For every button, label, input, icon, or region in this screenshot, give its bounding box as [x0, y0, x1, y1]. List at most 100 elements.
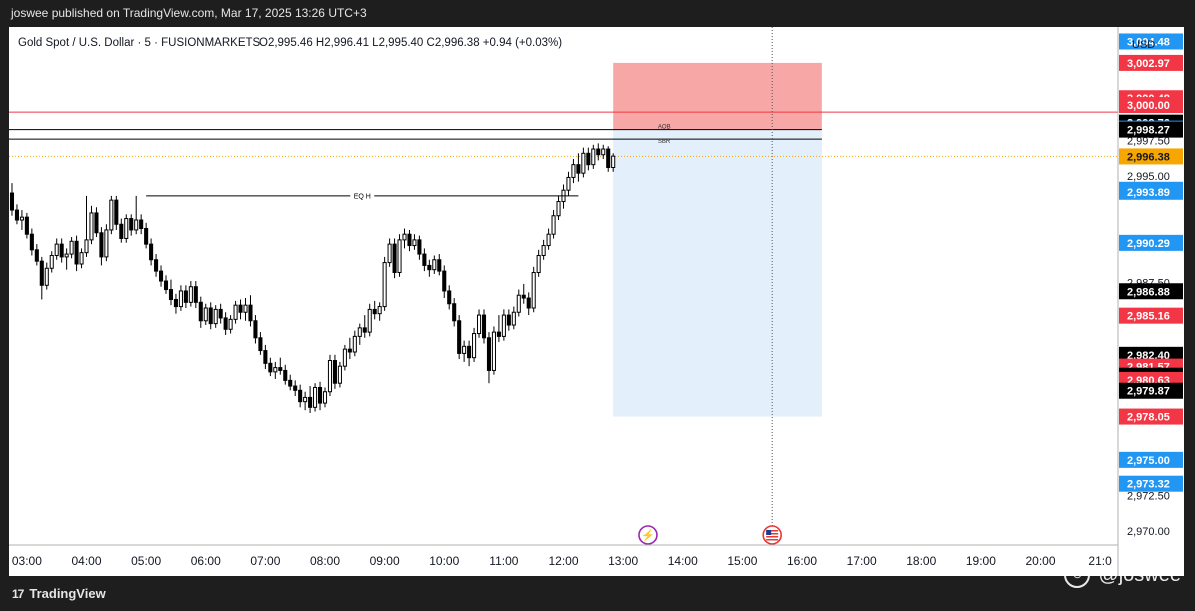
- candle-body[interactable]: [49, 254, 54, 269]
- candle-body[interactable]: [14, 209, 19, 221]
- candle-body[interactable]: [526, 297, 531, 309]
- price-label-tag[interactable]: [1119, 33, 1183, 50]
- candle-body[interactable]: [407, 233, 412, 247]
- candle-body[interactable]: [313, 386, 318, 408]
- take-profit-zone[interactable]: [613, 129, 822, 417]
- price-label-tag[interactable]: [1119, 54, 1183, 71]
- stop-loss-zone[interactable]: [613, 62, 822, 130]
- candle-body[interactable]: [432, 259, 437, 271]
- candle-body[interactable]: [387, 243, 392, 264]
- price-label-tag[interactable]: [1119, 382, 1183, 399]
- candle-body[interactable]: [606, 148, 611, 168]
- candle-body[interactable]: [472, 333, 477, 359]
- candle-body[interactable]: [611, 155, 616, 168]
- price-label-tag[interactable]: [1119, 451, 1183, 468]
- candle-body[interactable]: [198, 301, 203, 322]
- candle-body[interactable]: [233, 304, 238, 320]
- candle-body[interactable]: [253, 320, 258, 339]
- candle-body[interactable]: [29, 233, 34, 251]
- price-label-tag[interactable]: [1119, 283, 1183, 300]
- candle-body[interactable]: [382, 262, 387, 308]
- price-label-tag[interactable]: [1119, 307, 1183, 324]
- price-label-tag[interactable]: [1119, 183, 1183, 200]
- candle-body[interactable]: [94, 212, 99, 234]
- candle-body[interactable]: [163, 280, 169, 291]
- tradingview-logo[interactable]: 17 TradingView: [12, 586, 106, 601]
- candle-body[interactable]: [452, 303, 457, 322]
- candle-body[interactable]: [308, 396, 313, 408]
- candle-body[interactable]: [481, 314, 487, 339]
- candle-body[interactable]: [44, 267, 49, 286]
- candle-body[interactable]: [511, 311, 516, 326]
- candle-body[interactable]: [506, 314, 511, 326]
- candle-body[interactable]: [79, 252, 84, 265]
- candle-body[interactable]: [342, 348, 347, 367]
- candle-body[interactable]: [74, 240, 79, 265]
- candle-body[interactable]: [581, 152, 586, 174]
- candle-body[interactable]: [84, 239, 89, 254]
- candle-body[interactable]: [486, 337, 492, 371]
- candle-body[interactable]: [39, 260, 44, 286]
- candle-body[interactable]: [591, 148, 596, 166]
- candle-body[interactable]: [298, 389, 303, 403]
- candle-body[interactable]: [64, 253, 69, 258]
- candle-body[interactable]: [183, 290, 188, 303]
- candle-body[interactable]: [427, 264, 432, 271]
- candle-body[interactable]: [372, 308, 377, 315]
- candle-body[interactable]: [129, 218, 134, 231]
- candle-body[interactable]: [263, 350, 268, 364]
- candle-body[interactable]: [412, 239, 417, 247]
- price-label-tag[interactable]: [1119, 97, 1183, 114]
- candle-body[interactable]: [571, 164, 576, 178]
- candle-body[interactable]: [243, 304, 248, 313]
- candle-body[interactable]: [223, 317, 228, 330]
- candle-body[interactable]: [322, 391, 328, 404]
- currency-label[interactable]: USD: [1132, 39, 1155, 51]
- candle-body[interactable]: [377, 306, 382, 315]
- price-label-tag[interactable]: [1119, 234, 1183, 251]
- flash-event-icon[interactable]: [638, 525, 658, 545]
- candle-body[interactable]: [114, 199, 119, 225]
- candle-body[interactable]: [19, 216, 24, 221]
- candle-body[interactable]: [109, 199, 114, 231]
- candle-body[interactable]: [501, 314, 506, 337]
- candle-body[interactable]: [417, 239, 422, 255]
- candle-body[interactable]: [392, 243, 397, 274]
- candle-body[interactable]: [516, 294, 521, 313]
- candle-body[interactable]: [596, 148, 601, 156]
- candle-body[interactable]: [218, 308, 223, 319]
- candle-body[interactable]: [546, 233, 551, 247]
- candle-body[interactable]: [362, 327, 367, 333]
- candle-body[interactable]: [139, 219, 144, 230]
- candle-body[interactable]: [462, 345, 467, 354]
- candle-body[interactable]: [293, 385, 298, 391]
- candle-body[interactable]: [168, 289, 174, 300]
- candle-body[interactable]: [238, 304, 243, 313]
- candle-body[interactable]: [601, 148, 606, 156]
- candle-body[interactable]: [173, 298, 178, 308]
- candle-body[interactable]: [442, 270, 447, 292]
- candle-body[interactable]: [337, 365, 342, 384]
- candle-body[interactable]: [59, 243, 64, 258]
- candle-body[interactable]: [352, 335, 357, 353]
- candle-body[interactable]: [576, 164, 581, 174]
- candle-body[interactable]: [213, 308, 218, 325]
- candle-body[interactable]: [566, 176, 571, 191]
- candle-body[interactable]: [134, 219, 139, 231]
- candle-body[interactable]: [496, 331, 501, 337]
- candle-body[interactable]: [89, 212, 94, 241]
- candle-body[interactable]: [367, 308, 372, 333]
- candle-body[interactable]: [104, 229, 109, 258]
- candle-body[interactable]: [288, 379, 293, 387]
- candle-body[interactable]: [397, 239, 402, 274]
- candle-body[interactable]: [159, 270, 164, 282]
- candle-body[interactable]: [9, 192, 15, 211]
- candle-body[interactable]: [268, 362, 273, 373]
- price-label-tag[interactable]: [1119, 408, 1183, 425]
- candle-body[interactable]: [437, 259, 442, 272]
- candle-body[interactable]: [491, 331, 496, 371]
- candle-body[interactable]: [586, 152, 591, 166]
- us-flag-event-icon[interactable]: [762, 525, 782, 545]
- candle-body[interactable]: [258, 337, 263, 352]
